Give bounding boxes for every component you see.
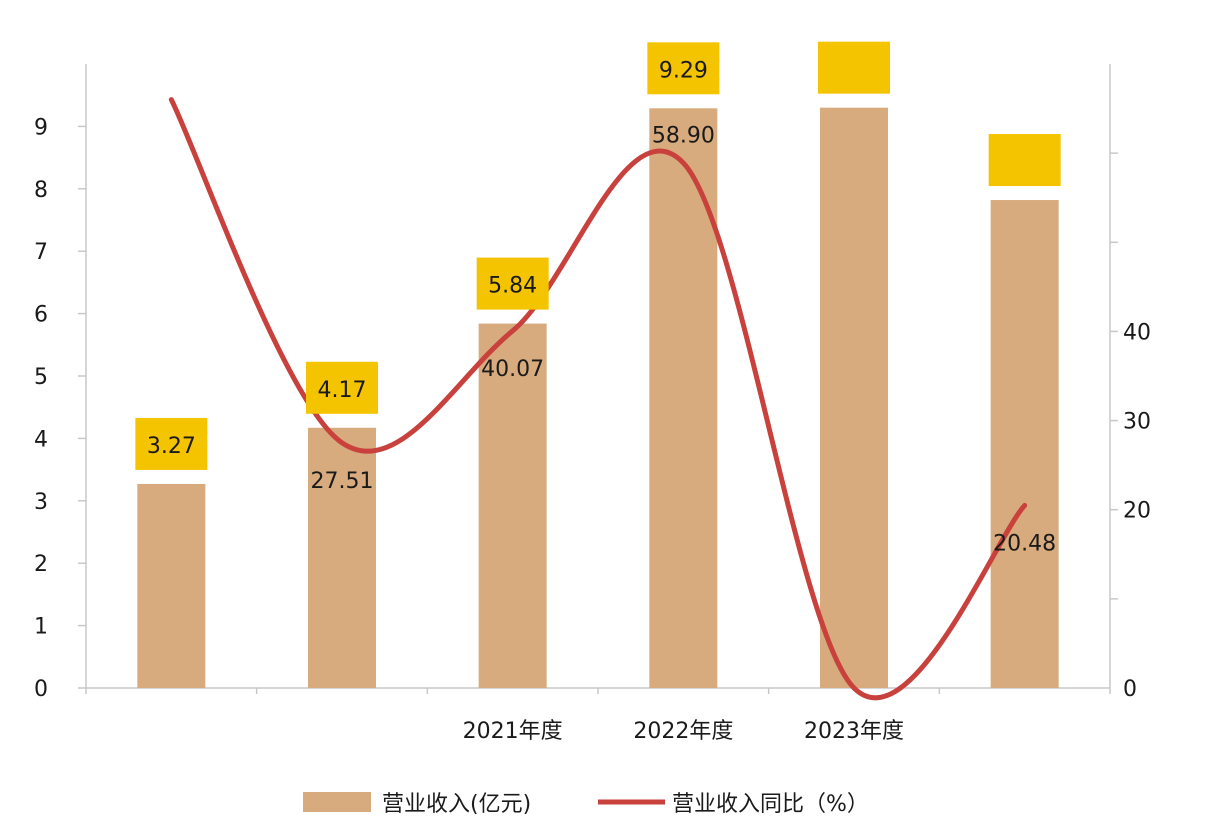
y-tick-left-label: 8	[34, 178, 48, 203]
y-tick-left-label: 9	[34, 115, 48, 140]
legend-bar-swatch	[303, 792, 371, 812]
bar	[820, 107, 888, 689]
y-tick-left-label: 5	[34, 365, 48, 390]
y-tick-left-label: 1	[34, 615, 48, 640]
x-tick-label: 2023年度	[804, 719, 904, 744]
y-tick-right-label: 0	[1123, 677, 1137, 702]
bar-label-box	[476, 257, 549, 310]
bar	[478, 323, 547, 688]
bar-value-label: 4.17	[318, 378, 367, 403]
bar-value-label: 5.84	[488, 274, 537, 299]
yoy-line	[168, 97, 1028, 701]
y-tick-left-label: 7	[34, 240, 48, 265]
line-value-label: 58.90	[652, 123, 715, 148]
line-value-label: 27.51	[311, 469, 374, 494]
bar-label-box	[818, 41, 890, 94]
x-tick-label: 2021年度	[463, 719, 563, 744]
y-tick-left-label: 4	[34, 427, 48, 452]
bar	[308, 427, 376, 688]
bar-label-box	[647, 42, 720, 95]
legend: 营业收入(亿元) 营业收入同比（%）	[303, 792, 869, 817]
legend-line-label: 营业收入同比（%）	[672, 792, 869, 817]
bar-label-box	[306, 361, 378, 414]
bar-label-box	[988, 134, 1061, 187]
bar-label-box	[135, 417, 208, 470]
bar	[137, 483, 206, 688]
y-tick-left-label: 6	[34, 303, 48, 328]
legend-bar-label: 营业收入(亿元)	[382, 792, 531, 817]
y-tick-left-label: 0	[34, 677, 48, 702]
x-tick-label: 2022年度	[633, 719, 733, 744]
line-value-label: 40.07	[481, 357, 544, 382]
bar	[649, 108, 718, 688]
bar-value-label: 3.27	[147, 434, 196, 459]
y-tick-right-label: 40	[1123, 320, 1151, 345]
bar-value-label: 9.29	[659, 58, 708, 83]
y-tick-right-label: 30	[1123, 410, 1151, 435]
y-tick-left-label: 3	[34, 490, 48, 515]
y-tick-left-label: 2	[34, 552, 48, 577]
line-value-label: 20.48	[993, 531, 1056, 556]
bar	[990, 200, 1059, 689]
y-tick-right-label: 20	[1123, 499, 1151, 524]
